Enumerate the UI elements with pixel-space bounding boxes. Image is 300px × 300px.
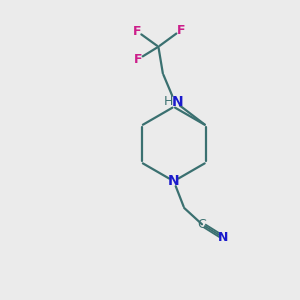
Text: N: N (172, 95, 184, 109)
Text: F: F (133, 25, 141, 38)
Text: F: F (134, 53, 142, 66)
Text: F: F (176, 24, 185, 37)
Text: C: C (198, 218, 206, 231)
Text: N: N (218, 231, 229, 244)
Text: N: N (168, 174, 180, 188)
Text: H: H (164, 95, 173, 108)
